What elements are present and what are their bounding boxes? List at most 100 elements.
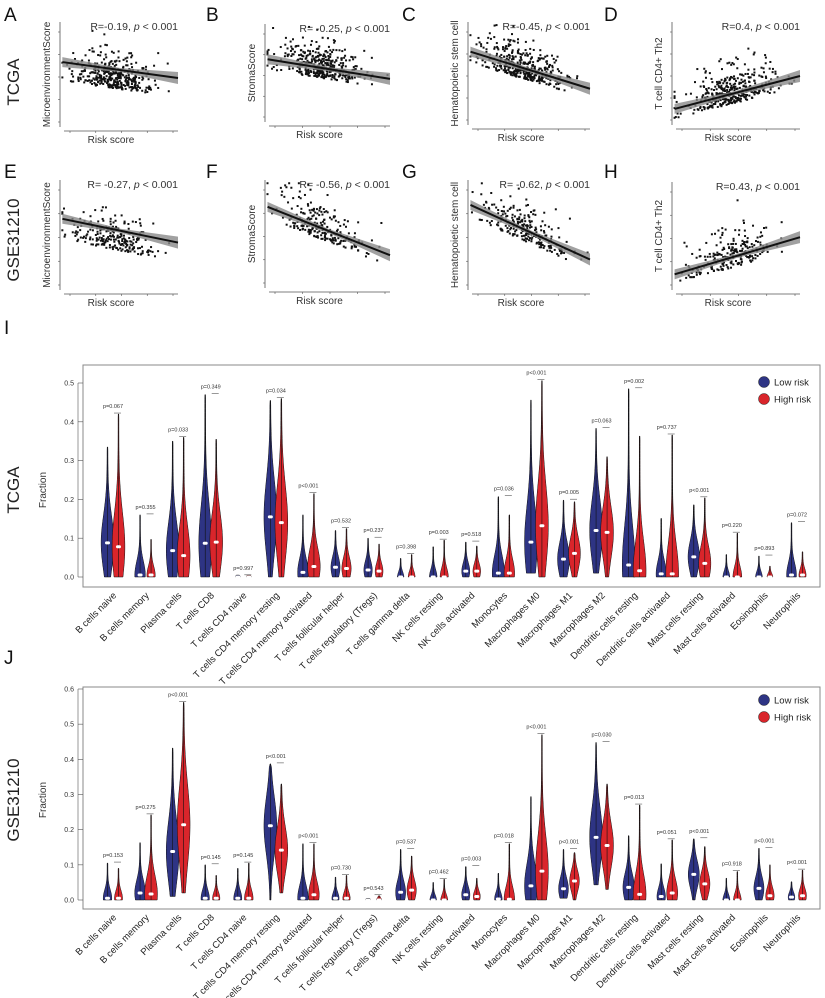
scatter-point xyxy=(774,70,777,73)
scatter-point xyxy=(727,267,730,270)
scatter-point xyxy=(101,240,104,243)
scatter-point xyxy=(83,235,86,238)
scatter-point xyxy=(112,238,115,241)
p-value-label: p=0.051 xyxy=(657,830,677,836)
scatter-point xyxy=(326,211,329,214)
scatter-point xyxy=(100,209,103,212)
scatter-point xyxy=(315,59,318,62)
scatter-point xyxy=(514,67,517,70)
scatter-point xyxy=(316,231,319,234)
scatter-point xyxy=(97,243,100,246)
scatter-point xyxy=(551,66,554,69)
scatter-point xyxy=(532,78,535,81)
scatter-point xyxy=(319,53,322,56)
scatter-point xyxy=(712,103,715,106)
scatter-point xyxy=(289,40,292,43)
scatter-point xyxy=(722,246,725,249)
scatter-point xyxy=(538,243,541,246)
scatter-point xyxy=(80,73,83,76)
scatter-point xyxy=(78,73,81,76)
scatter-point xyxy=(88,75,91,78)
scatter-point xyxy=(326,194,329,197)
median-marker xyxy=(658,572,664,576)
y-tick-label: 0.0 xyxy=(64,898,74,905)
scatter-point xyxy=(326,237,329,240)
scatter-point xyxy=(293,222,296,225)
scatter-point xyxy=(526,203,529,206)
median-marker xyxy=(723,575,729,579)
scatter-point xyxy=(711,93,714,96)
scatter-point xyxy=(732,83,735,86)
scatter-point xyxy=(102,234,105,237)
scatter-point xyxy=(328,59,331,62)
scatter-point xyxy=(742,92,745,95)
scatter-point xyxy=(344,239,347,242)
x-category-label: NK cells activated xyxy=(416,590,477,651)
scatter-point xyxy=(124,84,127,87)
scatter-point xyxy=(287,53,290,56)
scatter-point xyxy=(749,259,752,262)
scatter-point xyxy=(304,68,307,71)
scatter-point xyxy=(271,67,274,70)
scatter-point xyxy=(519,71,522,74)
scatter-point xyxy=(337,242,340,245)
scatter-point xyxy=(342,245,345,248)
scatter-point xyxy=(693,108,696,111)
scatter-point xyxy=(123,220,126,223)
scatter-point xyxy=(116,74,119,77)
scatter-point xyxy=(736,87,739,90)
scatter-point xyxy=(91,47,94,50)
scatter-point xyxy=(507,66,510,69)
scatter-point xyxy=(124,80,127,83)
scatter-point xyxy=(126,83,129,86)
scatter-point xyxy=(319,71,322,74)
scatter-point xyxy=(136,236,139,239)
regression-line xyxy=(62,61,179,80)
scatter-point xyxy=(131,220,134,223)
scatter-point xyxy=(534,213,537,216)
scatter-point xyxy=(311,208,314,211)
scatter-point xyxy=(273,53,276,56)
scatter-point xyxy=(723,101,726,104)
scatter-point xyxy=(706,107,709,110)
scatter-point xyxy=(101,217,104,220)
scatter-point xyxy=(516,222,519,225)
median-marker xyxy=(474,894,480,898)
scatter-point xyxy=(116,84,119,87)
scatter-point xyxy=(79,76,82,79)
scatter-point xyxy=(513,69,516,72)
scatter-point xyxy=(321,64,324,67)
scatter-point xyxy=(115,77,118,80)
p-value: < 0.001 xyxy=(762,181,800,193)
scatter-point xyxy=(542,57,545,60)
scatter-point xyxy=(563,89,566,92)
scatter-point xyxy=(118,79,121,82)
scatter-point xyxy=(728,90,731,93)
scatter-point xyxy=(321,61,324,64)
scatter-point xyxy=(735,248,738,251)
scatter-point xyxy=(497,209,500,212)
scatter-point xyxy=(477,36,480,39)
scatter-point xyxy=(113,79,116,82)
p-value-label: p=0.063 xyxy=(592,418,612,424)
scatter-point xyxy=(547,225,550,228)
scatter-point xyxy=(513,215,516,218)
scatter-point xyxy=(288,67,291,70)
x-axis-label: Risk score xyxy=(498,133,545,144)
scatter-point xyxy=(326,74,329,77)
scatter-point xyxy=(743,95,746,98)
y-tick-label: 0.4 xyxy=(64,419,74,426)
scatter-point xyxy=(704,92,707,95)
correlation-label: R= -0.62, p < 0.001 xyxy=(499,179,590,191)
scatter-point xyxy=(521,223,524,226)
scatter-point xyxy=(714,103,717,106)
median-marker xyxy=(430,575,436,579)
scatter-point xyxy=(482,46,485,49)
scatter-point xyxy=(322,208,325,211)
scatter-point xyxy=(705,241,708,244)
scatter-point xyxy=(323,77,326,80)
scatter-point xyxy=(699,271,702,274)
scatter-point xyxy=(335,79,338,82)
scatter-point xyxy=(84,69,87,72)
scatter-point xyxy=(726,76,729,79)
